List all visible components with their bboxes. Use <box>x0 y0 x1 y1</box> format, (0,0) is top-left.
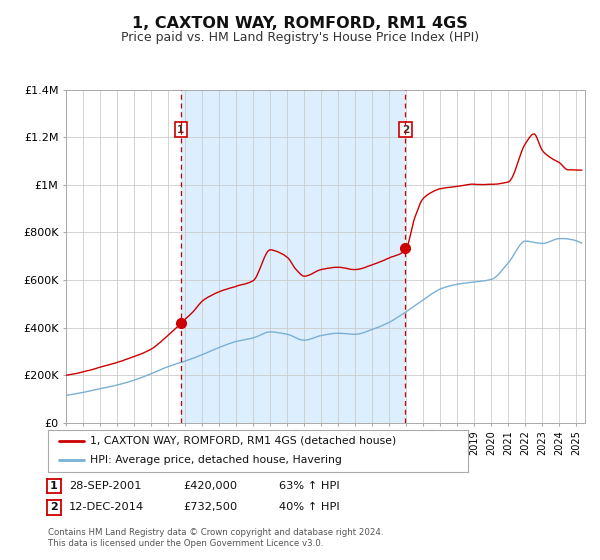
Text: 2: 2 <box>402 124 409 134</box>
Text: Contains HM Land Registry data © Crown copyright and database right 2024.: Contains HM Land Registry data © Crown c… <box>48 528 383 537</box>
Text: £420,000: £420,000 <box>183 481 237 491</box>
Text: 63% ↑ HPI: 63% ↑ HPI <box>279 481 340 491</box>
Text: HPI: Average price, detached house, Havering: HPI: Average price, detached house, Have… <box>90 455 342 465</box>
Bar <box>181 90 406 423</box>
Text: 40% ↑ HPI: 40% ↑ HPI <box>279 502 340 512</box>
Text: 2: 2 <box>50 502 58 512</box>
Text: This data is licensed under the Open Government Licence v3.0.: This data is licensed under the Open Gov… <box>48 539 323 548</box>
Text: £732,500: £732,500 <box>183 502 237 512</box>
Text: 28-SEP-2001: 28-SEP-2001 <box>69 481 142 491</box>
Text: 1, CAXTON WAY, ROMFORD, RM1 4GS: 1, CAXTON WAY, ROMFORD, RM1 4GS <box>132 16 468 31</box>
Text: 12-DEC-2014: 12-DEC-2014 <box>69 502 144 512</box>
Text: 1: 1 <box>50 481 58 491</box>
Text: Price paid vs. HM Land Registry's House Price Index (HPI): Price paid vs. HM Land Registry's House … <box>121 31 479 44</box>
Text: 1, CAXTON WAY, ROMFORD, RM1 4GS (detached house): 1, CAXTON WAY, ROMFORD, RM1 4GS (detache… <box>90 436 396 446</box>
Text: 1: 1 <box>177 124 184 134</box>
